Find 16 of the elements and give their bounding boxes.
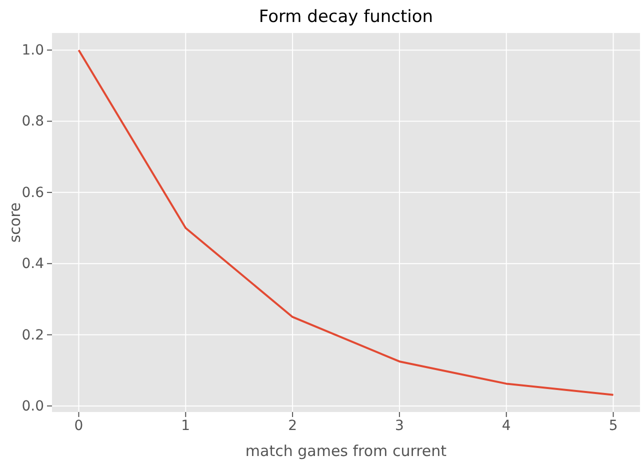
x-tick-label: 0 — [74, 418, 84, 434]
x-tick-label: 1 — [181, 418, 190, 434]
y-tick-label: 0.2 — [22, 327, 44, 344]
x-tick-label: 3 — [394, 418, 404, 434]
x-tick-label: 5 — [608, 418, 618, 434]
y-tick-label: 0.4 — [22, 256, 44, 272]
y-tick-label: 1.0 — [22, 42, 44, 59]
x-tick-label: 2 — [288, 418, 298, 434]
y-tick-label: 0.6 — [22, 184, 44, 201]
y-axis-title: score — [6, 202, 24, 243]
chart-title: Form decay function — [258, 7, 434, 27]
y-tick-label: 0.0 — [22, 398, 44, 414]
x-tick-label: 4 — [502, 418, 511, 434]
y-tick-label: 0.8 — [22, 114, 44, 130]
line-series — [78, 49, 614, 396]
x-axis-title: match games from current — [245, 442, 447, 460]
